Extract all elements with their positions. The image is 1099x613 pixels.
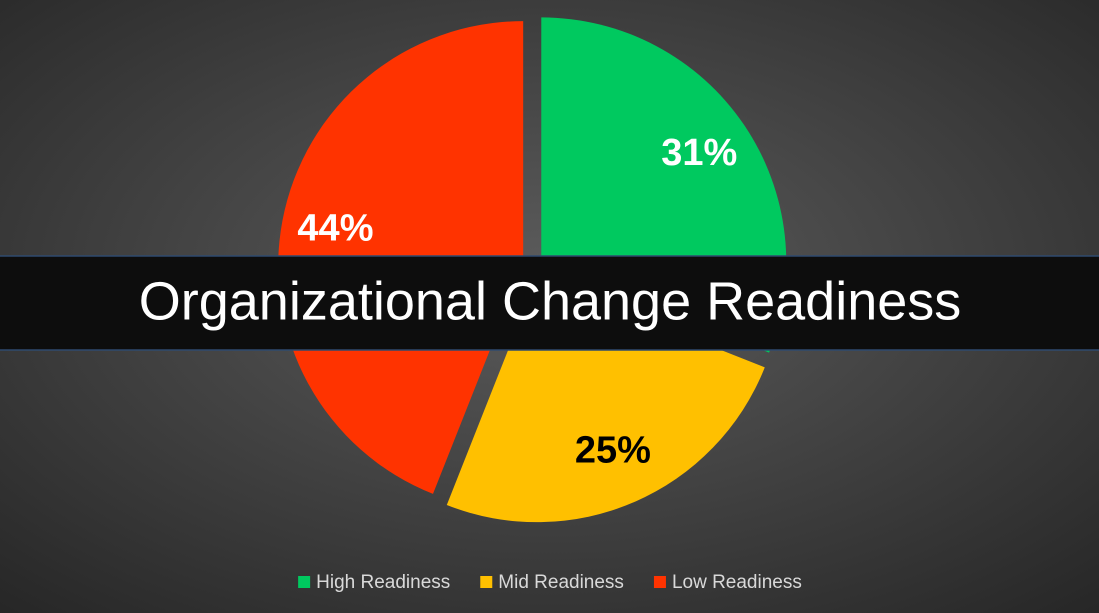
data-label: 25% <box>575 430 651 472</box>
data-labels: 31% 25% 44% <box>297 132 737 472</box>
legend-swatch <box>480 576 493 588</box>
legend-label: High Readiness <box>316 572 450 593</box>
data-label: 31% <box>661 132 737 174</box>
banner-band <box>0 256 1099 350</box>
legend-label: Low Readiness <box>672 572 802 593</box>
legend: High Readiness Mid Readiness Low Readiness <box>298 572 802 593</box>
chart-title: Organizational Change Readiness <box>139 271 962 331</box>
legend-label: Mid Readiness <box>498 572 624 593</box>
data-label: 44% <box>297 207 373 249</box>
title-banner: Organizational Change Readiness <box>0 255 1099 351</box>
legend-swatch <box>653 576 666 588</box>
legend-swatch <box>298 576 311 588</box>
